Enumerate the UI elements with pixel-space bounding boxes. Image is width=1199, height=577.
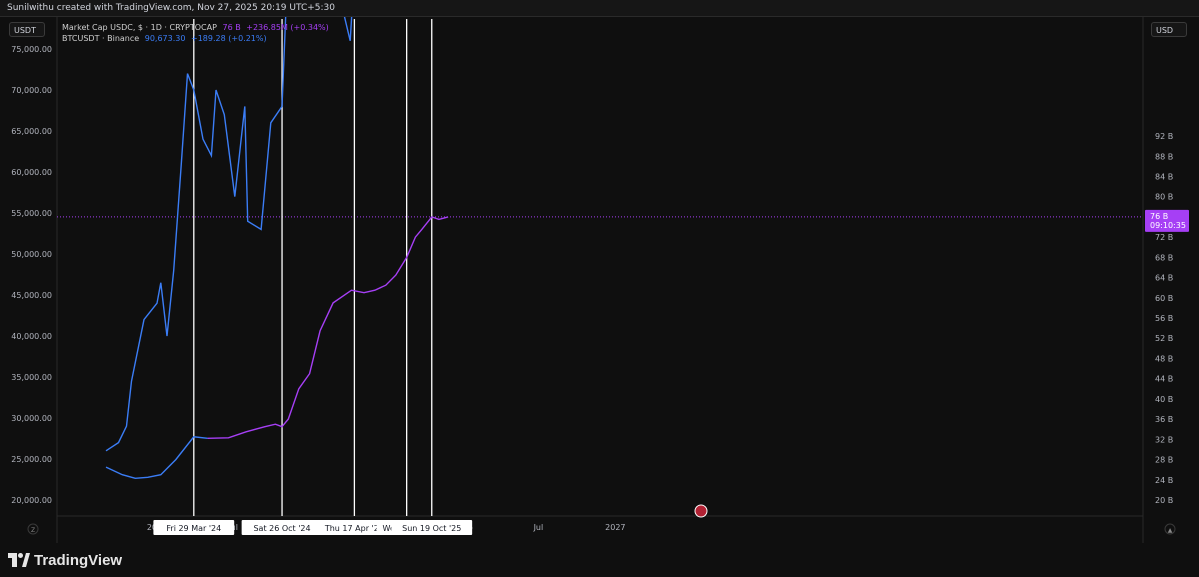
left-axis-currency-button[interactable]: USDT (9, 22, 45, 37)
scale-settings-icon[interactable] (1164, 523, 1176, 535)
highlight-date-label: Thu 17 Apr '25 (324, 524, 384, 533)
left-axis-tick-label: 45,000.00 (11, 291, 52, 300)
tradingview-logo-icon (8, 553, 30, 567)
legend-usdc-name: Market Cap USDC, $ · 1D · CRYPTOCAP (62, 23, 217, 32)
highlight-date-label: Sat 26 Oct '24 (253, 524, 310, 533)
right-axis-tick-label: 72 B (1155, 233, 1173, 242)
footer: TradingView (0, 543, 1199, 577)
legend-row-usdc[interactable]: Market Cap USDC, $ · 1D · CRYPTOCAP 76 B… (62, 22, 332, 33)
left-axis-tick-label: 65,000.00 (11, 127, 52, 136)
tradingview-logo[interactable]: TradingView (8, 551, 122, 569)
legend-usdc-value: 76 B (222, 23, 241, 32)
btc-series-line[interactable] (105, 17, 448, 452)
highlight-date-box (153, 520, 235, 535)
right-axis-tick-label: 56 B (1155, 314, 1173, 323)
usdc-series-line-early[interactable] (105, 436, 208, 480)
left-axis-tick-label: 70,000.00 (11, 86, 52, 95)
right-axis-tick-label: 44 B (1155, 375, 1173, 384)
highlight-date-label: Sun 19 Oct '25 (402, 524, 461, 533)
left-axis-tick-label: 75,000.00 (11, 45, 52, 54)
usdc-series-line[interactable] (207, 216, 449, 439)
legend-btc-name: BTCUSDT · Binance (62, 34, 140, 43)
right-axis-tick-label: 48 B (1155, 354, 1173, 363)
right-price-tag-countdown: 09:10:35 (1150, 221, 1186, 230)
time-axis-label: Jul (533, 523, 544, 532)
right-axis-tick-label: 80 B (1155, 193, 1173, 202)
right-price-tag-box (1145, 209, 1189, 232)
right-axis-tick-label: 84 B (1155, 172, 1173, 181)
timezone-icon-glyph: Z (31, 527, 35, 534)
right-axis-tick-label: 36 B (1155, 415, 1173, 424)
highlight-date-box (391, 520, 473, 535)
timezone-icon[interactable] (27, 523, 39, 535)
chart-area[interactable]: 130,000.00125,000.00120,000.00115,000.00… (0, 16, 1199, 545)
right-axis-tick-label: 20 B (1155, 496, 1173, 505)
right-price-tag-text: 76 B (1150, 212, 1168, 221)
flag-event-icon[interactable] (694, 504, 708, 518)
credit-text: Sunilwithu created with TradingView.com,… (7, 3, 335, 13)
highlight-date-box (241, 520, 323, 535)
left-axis-tick-label: 55,000.00 (11, 209, 52, 218)
legend-usdc-change: +236.85M (+0.34%) (246, 23, 329, 32)
legend-btc-value: 90,673.30 (144, 34, 186, 43)
scale-settings-glyph: ▲ (1168, 527, 1173, 534)
right-axis-tick-label: 88 B (1155, 152, 1173, 161)
right-axis-tick-label: 32 B (1155, 435, 1173, 444)
left-axis-currency-label: USDT (14, 26, 36, 35)
right-axis-tick-label: 64 B (1155, 274, 1173, 283)
right-axis-tick-label: 52 B (1155, 334, 1173, 343)
chart-legend: Market Cap USDC, $ · 1D · CRYPTOCAP 76 B… (62, 22, 332, 44)
left-axis-tick-label: 50,000.00 (11, 250, 52, 259)
credit-header: Sunilwithu created with TradingView.com,… (0, 0, 1199, 16)
legend-row-btc[interactable]: BTCUSDT · Binance 90,673.30 +189.28 (+0.… (62, 33, 332, 44)
chart-svg[interactable]: 130,000.00125,000.00120,000.00115,000.00… (0, 17, 1199, 544)
right-axis-tick-label: 92 B (1155, 132, 1173, 141)
right-axis-tick-label: 40 B (1155, 395, 1173, 404)
left-axis-tick-label: 25,000.00 (11, 455, 52, 464)
legend-btc-change: +189.28 (+0.21%) (191, 34, 267, 43)
right-axis-tick-label: 28 B (1155, 456, 1173, 465)
left-axis-tick-label: 35,000.00 (11, 373, 52, 382)
right-axis-tick-label: 60 B (1155, 294, 1173, 303)
right-axis-tick-label: 68 B (1155, 253, 1173, 262)
right-axis-currency-label: USD (1156, 26, 1174, 35)
highlight-date-box (313, 520, 395, 535)
left-axis-tick-label: 60,000.00 (11, 168, 52, 177)
right-axis-currency-button[interactable]: USD (1151, 22, 1187, 37)
left-axis-tick-label: 40,000.00 (11, 332, 52, 341)
left-axis-tick-label: 20,000.00 (11, 496, 52, 505)
highlight-date-label: Fri 29 Mar '24 (166, 524, 221, 533)
right-axis-tick-label: 24 B (1155, 476, 1173, 485)
left-axis-tick-label: 30,000.00 (11, 414, 52, 423)
time-axis-label: 2027 (605, 523, 625, 532)
tradingview-logo-text: TradingView (34, 551, 123, 569)
